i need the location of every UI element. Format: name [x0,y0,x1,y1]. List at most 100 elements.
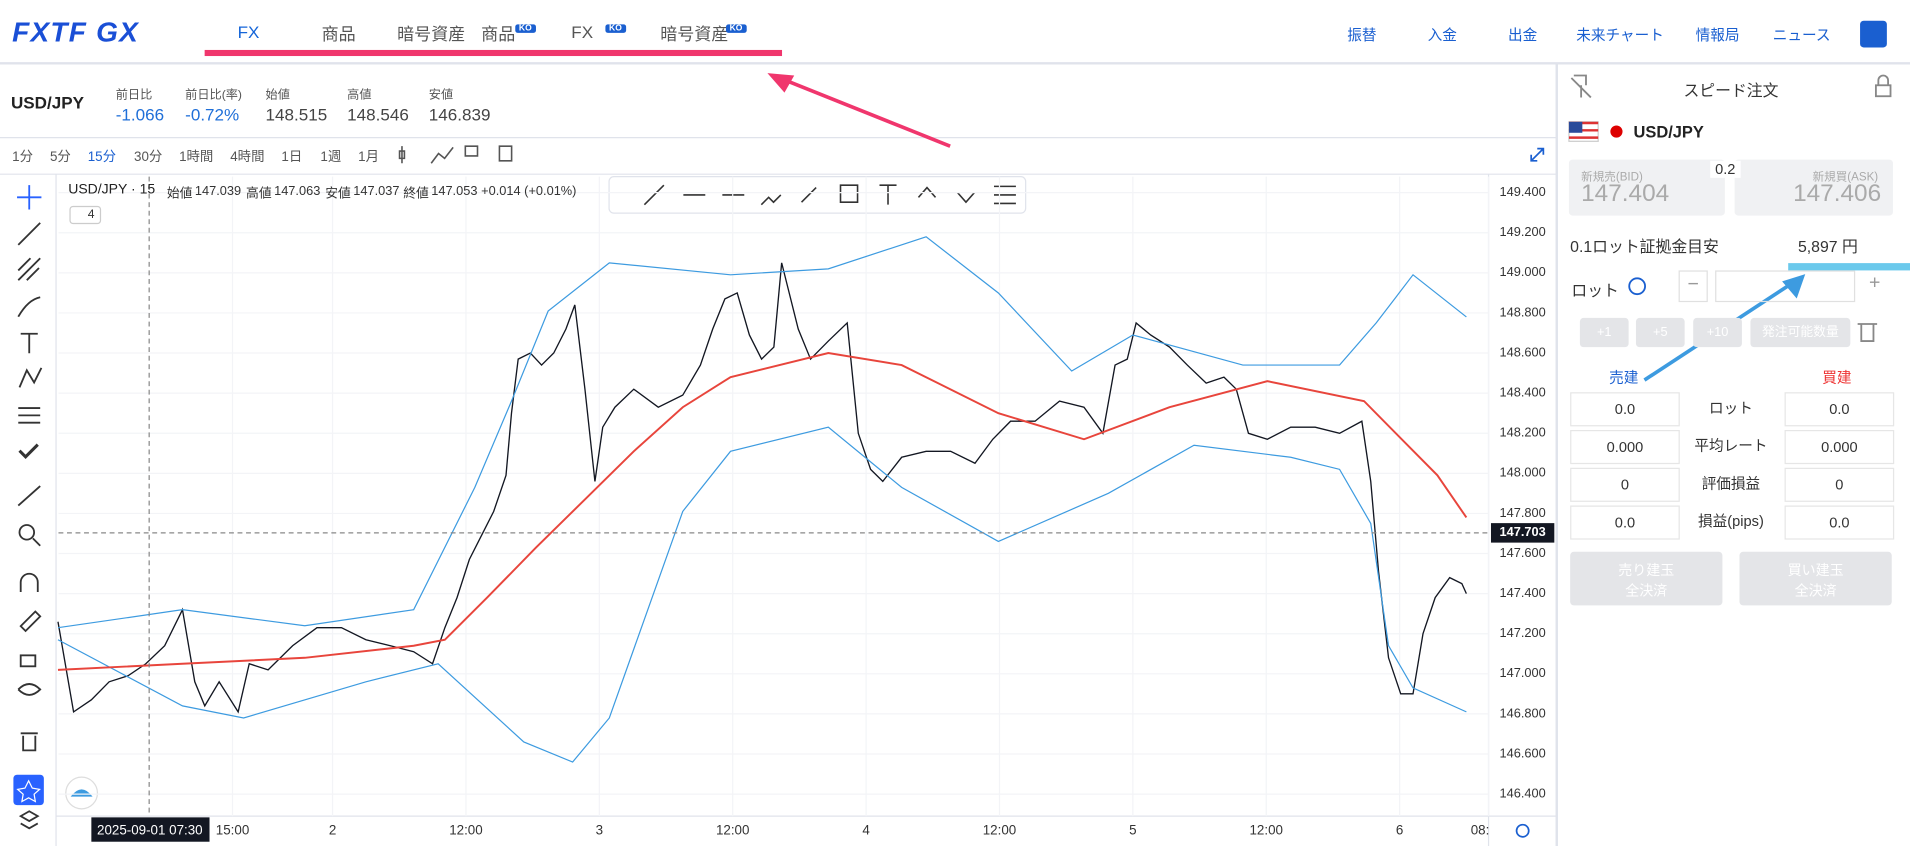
timeframe[interactable]: 1月 [358,149,379,165]
buy-label: 買建 [1822,369,1852,387]
y-tick-label: 149.200 [1500,224,1546,239]
timeframe[interactable]: 15分 [87,149,117,165]
ohlc-label: 安値 [325,186,351,201]
lot-input[interactable] [1715,270,1856,303]
nav-item[interactable]: 商品 [481,24,516,44]
symbol: USD/JPY · 15 [68,182,156,198]
y-tick-label: 146.600 [1500,745,1546,760]
quote-label: 始値 [265,88,290,103]
x-tick-label: 3 [596,822,603,837]
timeframe[interactable]: 1時間 [179,149,214,165]
timeframe[interactable]: 1日 [281,149,303,165]
nav-badge: KO [515,24,536,33]
quote-label: 高値 [347,88,372,103]
quote-value: -0.72% [185,104,240,125]
x-tick-label: 2 [329,822,336,837]
header-link[interactable]: 入金 [1427,26,1457,44]
x-tick-label: 12:00 [1249,822,1282,837]
header-link[interactable]: ニュース [1772,26,1831,44]
y-tick-label: 147.200 [1500,625,1546,640]
y-tick-label: 148.400 [1500,385,1546,400]
header-link[interactable]: 未来チャート [1576,26,1664,44]
y-tick-label: 148.000 [1500,465,1546,480]
header-link[interactable]: 振替 [1347,26,1377,44]
bid-label: 新規売(BID) [1581,170,1643,184]
spread: 0.2 [1710,160,1741,178]
ohlc-value: 147.063 [274,183,321,199]
quote-value: 146.839 [428,104,491,125]
x-tick-label: 12:00 [449,822,482,837]
crosshair-label: 2025-09-01 07:30 [97,822,203,837]
y-tick-label: 148.200 [1500,425,1546,440]
lot-button[interactable]: +5 [1635,317,1685,348]
logo[interactable]: FXTF GX [12,15,140,48]
y-tick-label: 148.800 [1500,304,1546,319]
last-price-label: 147.703 [1500,524,1546,539]
close-all-button[interactable] [1739,551,1892,606]
quote-value: 148.546 [347,104,409,125]
nav-item[interactable]: 暗号資産 [397,24,466,44]
nav-item[interactable]: FX [237,21,260,42]
close-all-text: 売り建玉 [1618,563,1675,579]
panel-pair[interactable]: USD/JPY [1633,123,1704,142]
lot-button[interactable]: 発注可能数量 [1750,317,1851,348]
x-tick-label: 08: [1471,822,1490,837]
header-link[interactable]: 出金 [1508,26,1538,44]
timeframe[interactable]: 5分 [49,149,71,165]
timeframe[interactable]: 30分 [133,149,163,165]
nav-item[interactable]: 暗号資産 [660,24,729,44]
sell-label: 売建 [1609,369,1639,387]
y-tick-label: 146.800 [1500,705,1546,720]
ohlc-label: 高値 [246,186,272,201]
timeframe[interactable]: 4時間 [230,149,265,165]
header-link[interactable]: 情報局 [1695,26,1740,44]
row-label: 平均レート [1694,437,1768,455]
x-tick-label: 12:00 [983,822,1016,837]
crosshair-tag [91,817,210,842]
timeframe[interactable]: 1分 [12,149,34,165]
timeframe[interactable]: 1週 [320,149,342,165]
margin-label: 0.1ロット証拠金目安 [1570,237,1719,256]
change: +0.014 (+0.01%) [481,183,577,199]
price-line-series [57,262,1467,714]
x-tick-label: 4 [862,822,870,837]
x-tick-label: 5 [1129,822,1136,837]
lot-minus[interactable]: − [1678,270,1708,303]
row-label: 評価損益 [1701,475,1761,493]
y-tick-label: 149.000 [1500,264,1546,279]
indicator-toggle[interactable]: 4 [69,205,101,225]
ask-price: 147.406 [1793,180,1882,208]
sell-value: 0 [1570,467,1680,502]
nav-badge: KO [725,24,747,33]
sell-value: 0.000 [1570,429,1680,465]
close-all-button[interactable] [1570,551,1723,606]
price-line-series [57,426,1467,763]
pair-select[interactable]: USD/JPY [10,92,84,113]
lot-button[interactable]: +10 [1693,317,1742,348]
ohlc-value: 147.037 [353,183,400,199]
last-price-tag [1490,523,1555,543]
ask-label: 新規買(ASK) [1812,170,1879,184]
quote-label: 安値 [428,88,454,103]
lot-button[interactable]: +1 [1579,317,1629,348]
nav-item[interactable]: FX [571,21,594,42]
y-tick-label: 147.800 [1500,505,1546,520]
margin-value: 5,897 円 [1797,237,1858,256]
lot-label: ロット [1571,281,1619,300]
lot-plus[interactable]: + [1868,272,1881,294]
price-line-series [57,352,1468,671]
buy-value: 0.0 [1784,392,1895,427]
nav-item[interactable]: 商品 [321,24,356,44]
bid-box[interactable] [1568,159,1725,216]
ohlc-value: 147.039 [194,183,242,199]
close-all-text: 全決済 [1794,584,1837,600]
ohlc-value: 147.053 [431,183,478,199]
y-tick-label: 147.400 [1500,585,1546,600]
ask-box[interactable] [1734,159,1893,216]
quote-value: -1.066 [115,104,165,125]
buy-value: 0.000 [1784,429,1895,465]
y-tick-label: 147.600 [1500,545,1546,560]
panel-title: スピード注文 [1683,81,1779,100]
